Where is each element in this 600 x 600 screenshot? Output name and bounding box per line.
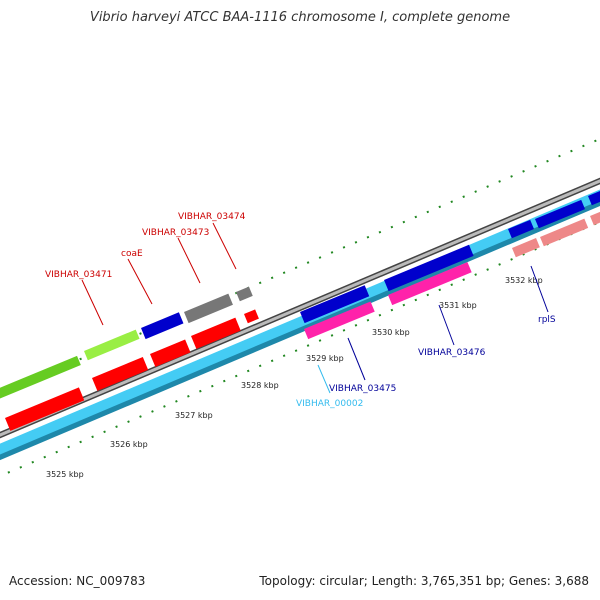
gene-label-vibhar-03475[interactable]: VIBHAR_03475 <box>329 384 396 394</box>
gene-label-coae[interactable]: coaE <box>121 249 143 259</box>
gene-coae[interactable] <box>141 312 184 340</box>
outer-tick-ring <box>0 137 600 395</box>
map-title: Vibrio harveyi ATCC BAA-1116 chromosome … <box>89 10 511 25</box>
tick-label: 3531 kbp <box>439 301 477 310</box>
gene-red-4[interactable] <box>191 317 241 349</box>
gene-vibhar-03476[interactable] <box>388 262 472 306</box>
tick-label: 3526 kbp <box>110 440 148 449</box>
gene-blue-4[interactable] <box>535 199 586 229</box>
genome-stats-text: Topology: circular; Length: 3,765,351 bp… <box>259 574 589 588</box>
gene-red-2[interactable] <box>91 356 149 391</box>
gene-blue-3[interactable] <box>508 219 534 239</box>
gene-salmon-3[interactable] <box>589 208 600 226</box>
tick-label: 3528 kbp <box>241 381 279 390</box>
gene-red-3[interactable] <box>149 339 191 367</box>
gene-red-1[interactable] <box>5 387 85 431</box>
gene-blue-2[interactable] <box>384 244 474 292</box>
reverse-genes-red <box>5 309 259 431</box>
tick-label: 3530 kbp <box>372 328 410 337</box>
reverse-genes-pink <box>303 208 600 340</box>
gene-label-rpls[interactable]: rplS <box>538 315 556 325</box>
tick-label: 3532 kbp <box>505 276 543 285</box>
accession-text: Accession: NC_009783 <box>9 574 146 588</box>
gene-rpls[interactable] <box>512 238 540 258</box>
gene-vibhar-03473[interactable] <box>184 293 233 324</box>
gene-label-vibhar-03473[interactable]: VIBHAR_03473 <box>142 228 209 238</box>
tick-labels: 3525 kbp 3526 kbp 3527 kbp 3528 kbp 3529… <box>46 276 543 479</box>
tick-label: 3527 kbp <box>175 411 213 420</box>
tick-label: 3529 kbp <box>306 354 344 363</box>
gene-green-2[interactable] <box>84 329 140 361</box>
label-connectors <box>81 222 549 394</box>
gene-labels: VIBHAR_03474 VIBHAR_03473 coaE VIBHAR_03… <box>45 212 556 409</box>
gene-label-vibhar-00002[interactable]: VIBHAR_00002 <box>296 399 363 409</box>
gene-vibhar-03475[interactable] <box>303 301 375 340</box>
forward-genes-blue <box>300 188 600 324</box>
forward-genes-upper <box>0 286 253 406</box>
gene-label-vibhar-03474[interactable]: VIBHAR_03474 <box>178 212 246 222</box>
gene-label-vibhar-03471[interactable]: VIBHAR_03471 <box>45 270 112 280</box>
gene-red-5[interactable] <box>244 309 259 324</box>
gene-salmon-2[interactable] <box>540 218 589 247</box>
tick-label: 3525 kbp <box>46 470 84 479</box>
gene-vibhar-03474[interactable] <box>236 286 253 302</box>
gene-green-1[interactable] <box>0 355 81 406</box>
gene-label-vibhar-03476[interactable]: VIBHAR_03476 <box>418 348 486 358</box>
gene-blue-1[interactable] <box>300 285 370 324</box>
gene-blue-5[interactable] <box>588 188 600 206</box>
